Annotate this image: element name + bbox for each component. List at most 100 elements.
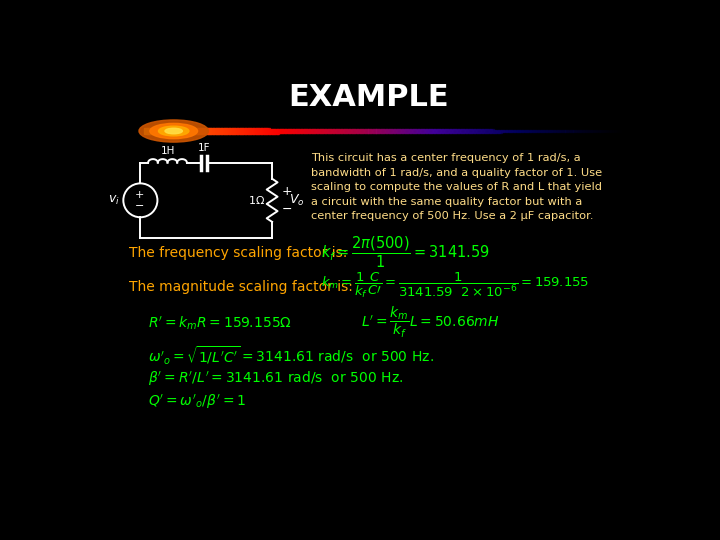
Bar — [501, 130, 504, 132]
Bar — [351, 129, 353, 133]
Bar — [346, 129, 348, 133]
Bar — [519, 130, 521, 132]
Bar — [585, 130, 587, 132]
Bar — [298, 129, 300, 133]
Bar — [606, 130, 608, 132]
Bar — [402, 129, 405, 133]
Bar — [476, 130, 478, 133]
Bar — [454, 129, 456, 133]
Bar — [495, 130, 498, 132]
Bar — [357, 129, 359, 133]
Bar — [261, 129, 264, 133]
Text: $R' = k_m R = 159.155\Omega$: $R' = k_m R = 159.155\Omega$ — [148, 314, 292, 332]
Bar — [215, 129, 217, 134]
Bar — [306, 129, 308, 133]
Bar — [263, 129, 265, 133]
Bar — [189, 128, 192, 134]
Bar — [426, 129, 428, 133]
Text: $Q' = \omega'_o / \beta' = 1$: $Q' = \omega'_o / \beta' = 1$ — [148, 393, 246, 411]
Bar — [293, 129, 295, 133]
Bar — [436, 129, 438, 133]
Bar — [418, 129, 420, 133]
Bar — [264, 129, 266, 133]
Bar — [469, 130, 472, 133]
Bar — [285, 129, 287, 133]
Bar — [528, 130, 531, 132]
Bar — [378, 129, 380, 133]
Bar — [492, 130, 494, 132]
Bar — [493, 130, 495, 132]
Bar — [158, 128, 161, 134]
Bar — [399, 129, 401, 133]
Bar — [415, 129, 417, 133]
Bar — [311, 129, 313, 133]
Bar — [301, 129, 303, 133]
Bar — [546, 130, 549, 132]
Bar — [377, 129, 379, 133]
Bar — [235, 129, 238, 134]
Bar — [173, 128, 175, 134]
Bar — [510, 130, 512, 132]
Bar — [444, 129, 446, 133]
Bar — [222, 129, 225, 134]
Text: The frequency scaling factor is:: The frequency scaling factor is: — [129, 246, 347, 260]
Bar — [204, 128, 206, 134]
Text: 1F: 1F — [198, 143, 210, 153]
Bar — [330, 129, 332, 133]
Bar — [276, 129, 278, 133]
Bar — [242, 129, 244, 134]
Text: $\beta' = R'/L' = 3141.61\ \mathrm{rad/s}\ \ \mathrm{or}\ 500\ \mathrm{Hz.}$: $\beta' = R'/L' = 3141.61\ \mathrm{rad/s… — [148, 370, 403, 388]
Bar — [417, 129, 419, 133]
Bar — [404, 129, 406, 133]
Text: +: + — [135, 190, 144, 200]
Text: $k_f = \dfrac{2\pi(500)}{1} = 3141.59$: $k_f = \dfrac{2\pi(500)}{1} = 3141.59$ — [321, 234, 490, 269]
Bar — [615, 130, 617, 132]
Bar — [487, 130, 489, 132]
Bar — [148, 128, 150, 134]
Bar — [184, 128, 186, 134]
Bar — [405, 129, 408, 133]
Bar — [322, 129, 324, 133]
Bar — [482, 130, 485, 133]
Bar — [559, 130, 562, 132]
Bar — [205, 128, 207, 134]
Bar — [518, 130, 520, 132]
Bar — [468, 130, 470, 133]
Bar — [439, 129, 441, 133]
Bar — [511, 130, 513, 132]
Bar — [549, 130, 552, 132]
Bar — [312, 129, 315, 133]
Bar — [489, 130, 491, 132]
Bar — [449, 129, 451, 133]
Bar — [390, 129, 392, 133]
Bar — [383, 129, 385, 133]
Bar — [372, 129, 374, 133]
Bar — [370, 129, 372, 133]
Bar — [565, 130, 567, 132]
Bar — [392, 129, 395, 133]
Bar — [618, 130, 621, 132]
Bar — [617, 130, 619, 132]
Bar — [412, 129, 414, 133]
Bar — [165, 128, 167, 134]
Bar — [323, 129, 326, 133]
Bar — [340, 129, 342, 133]
Bar — [208, 128, 210, 134]
Bar — [526, 130, 528, 132]
Bar — [604, 130, 606, 132]
Bar — [428, 129, 430, 133]
Bar — [284, 129, 286, 133]
Bar — [146, 128, 148, 134]
Bar — [524, 130, 526, 132]
Bar — [245, 129, 248, 133]
Bar — [527, 130, 529, 132]
Bar — [613, 130, 616, 132]
Bar — [328, 129, 330, 133]
Bar — [303, 129, 305, 133]
Ellipse shape — [139, 120, 208, 142]
Bar — [503, 130, 505, 132]
Bar — [212, 128, 214, 134]
Bar — [396, 129, 398, 133]
Bar — [365, 129, 367, 133]
Bar — [382, 129, 384, 133]
